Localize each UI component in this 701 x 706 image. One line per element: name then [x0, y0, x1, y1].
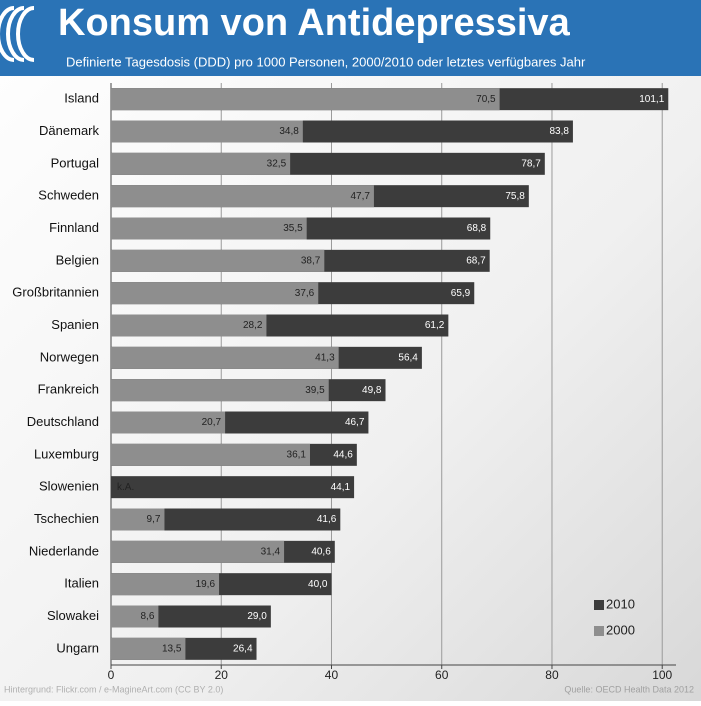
value-label: 8,6 [140, 611, 154, 622]
value-label: 70,5 [476, 94, 496, 105]
chart-subtitle: Definierte Tagesdosis (DDD) pro 1000 Per… [66, 54, 586, 69]
x-tick-label: 60 [435, 668, 449, 682]
x-tick-label: 20 [215, 668, 229, 682]
value-label: 39,5 [305, 385, 325, 396]
legend-swatch [594, 600, 604, 610]
value-label: 31,4 [261, 546, 281, 557]
y-tick-label: Portugal [51, 155, 100, 170]
credit-note: Hintergrund: Flickr.com / e-MagineArt.co… [4, 684, 223, 694]
x-tick-label: 80 [545, 668, 559, 682]
value-label: 28,2 [243, 320, 263, 331]
value-label: 20,7 [202, 417, 222, 428]
bar [111, 637, 186, 660]
logo [0, 6, 35, 62]
value-label: 78,7 [521, 158, 541, 169]
bar [111, 411, 226, 434]
value-label: 40,6 [311, 546, 331, 557]
value-label: 9,7 [147, 514, 161, 525]
chart-title: Konsum von Antidepressiva [58, 2, 571, 44]
value-label: 35,5 [283, 223, 303, 234]
y-tick-label: Norwegen [40, 349, 99, 364]
y-tick-label: Dänemark [39, 123, 99, 138]
y-tick-label: Deutschland [27, 414, 99, 429]
value-label: 38,7 [301, 255, 321, 266]
value-label: 101,1 [639, 94, 664, 105]
value-label: 26,4 [233, 643, 253, 654]
value-label: 40,0 [308, 579, 328, 590]
y-tick-label: Schweden [38, 188, 99, 203]
y-tick-label: Island [64, 91, 99, 106]
value-label: 49,8 [362, 385, 382, 396]
bar [111, 152, 291, 175]
value-label: 83,8 [549, 126, 569, 137]
y-tick-label: Luxemburg [34, 446, 99, 461]
x-tick-label: 40 [325, 668, 339, 682]
bar [111, 508, 165, 531]
bar [111, 605, 159, 628]
y-tick-label: Großbritannien [12, 285, 99, 300]
value-label: 44,6 [333, 449, 353, 460]
legend-label: 2000 [606, 622, 635, 637]
bar [111, 314, 267, 337]
bar [111, 249, 325, 272]
value-label: 34,8 [279, 126, 299, 137]
y-tick-label: Tschechien [34, 511, 99, 526]
value-label: 61,2 [425, 320, 445, 331]
legend-swatch [594, 626, 604, 636]
value-label: 75,8 [505, 191, 525, 202]
bar [111, 346, 339, 369]
value-label: k.A. [117, 482, 134, 493]
bar [111, 88, 500, 111]
bar [111, 379, 329, 402]
bar [111, 282, 319, 305]
y-tick-label: Slowakei [47, 608, 99, 623]
bar [111, 217, 307, 240]
value-label: 41,3 [315, 352, 335, 363]
y-tick-label: Ungarn [56, 640, 99, 655]
bar [111, 476, 355, 499]
header [0, 0, 701, 76]
bar [111, 185, 374, 208]
value-label: 56,4 [398, 352, 418, 363]
bar [111, 508, 341, 531]
value-label: 46,7 [345, 417, 365, 428]
bar [111, 573, 220, 596]
value-label: 68,7 [466, 255, 486, 266]
value-label: 44,1 [331, 482, 351, 493]
y-tick-label: Belgien [56, 252, 99, 267]
bar [111, 443, 310, 466]
value-label: 36,1 [287, 449, 307, 460]
value-label: 13,5 [162, 643, 182, 654]
y-tick-label: Niederlande [29, 543, 99, 558]
x-tick-label: 0 [108, 668, 115, 682]
y-tick-label: Spanien [51, 317, 99, 332]
legend-label: 2010 [606, 596, 635, 611]
value-label: 68,8 [467, 223, 487, 234]
value-label: 32,5 [267, 158, 287, 169]
bar [111, 540, 285, 563]
value-label: 65,9 [451, 288, 471, 299]
bar [111, 120, 303, 143]
y-tick-label: Frankreich [38, 382, 99, 397]
value-label: 47,7 [350, 191, 370, 202]
y-tick-label: Slowenien [39, 479, 99, 494]
value-label: 37,6 [295, 288, 315, 299]
y-tick-label: Finnland [49, 220, 99, 235]
y-tick-label: Italien [64, 576, 99, 591]
value-label: 41,6 [317, 514, 337, 525]
value-label: 19,6 [196, 579, 216, 590]
value-label: 29,0 [247, 611, 267, 622]
x-tick-label: 100 [652, 668, 672, 682]
source-note: Quelle: OECD Health Data 2012 [564, 684, 694, 694]
